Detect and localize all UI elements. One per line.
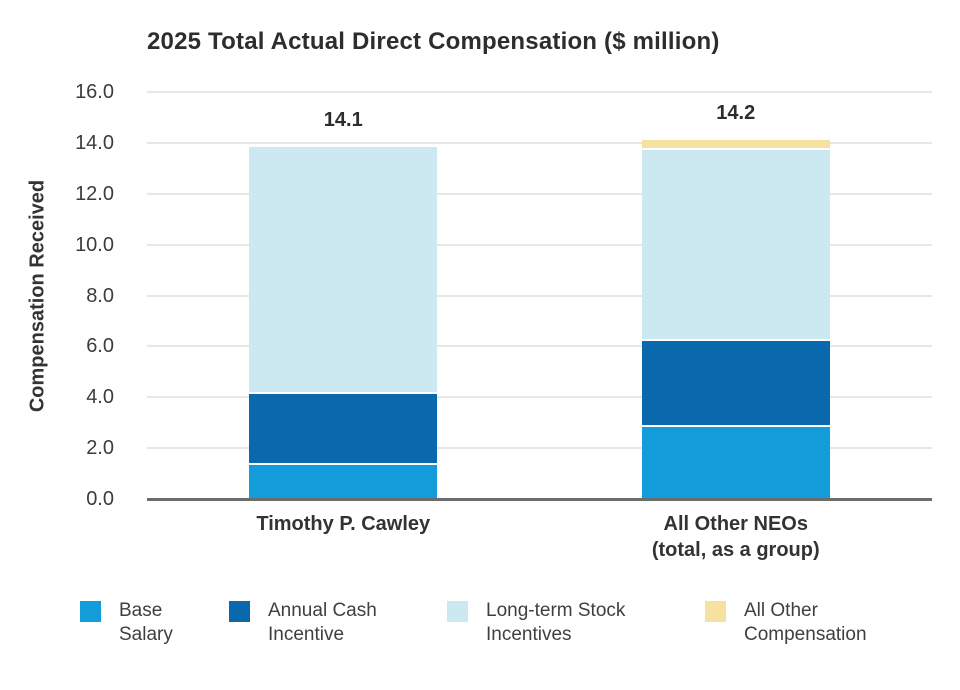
y-tick-label: 6.0 bbox=[86, 335, 114, 358]
x-category-label: All Other NEOs (total, as a group) bbox=[651, 513, 820, 561]
x-axis-line bbox=[147, 497, 932, 501]
bar-segment-all-other-compensation bbox=[641, 137, 830, 148]
x-category-label: Timothy P. Cawley bbox=[256, 513, 431, 535]
y-tick-label: 10.0 bbox=[75, 233, 114, 256]
bar-segment-long-term-stock-incentives bbox=[641, 147, 830, 339]
legend-swatch-long-term-stock-incentives bbox=[447, 601, 468, 622]
gridline bbox=[147, 192, 932, 195]
legend-item-base-salary: Base Salary bbox=[80, 599, 173, 647]
legend-swatch-base-salary bbox=[80, 601, 101, 622]
y-tick-label: 12.0 bbox=[75, 182, 114, 205]
legend-swatch-all-other-compensation bbox=[705, 601, 726, 622]
gridline bbox=[147, 396, 932, 399]
y-tick-label: 8.0 bbox=[86, 284, 114, 307]
y-tick-label: 0.0 bbox=[86, 488, 114, 510]
y-tick-label: 16.0 bbox=[75, 81, 114, 103]
y-tick-label: 14.0 bbox=[75, 131, 114, 154]
gridline bbox=[147, 91, 932, 93]
bar-segment-annual-cash-incentive bbox=[641, 338, 830, 426]
bar-total-label: 14.2 bbox=[716, 101, 756, 124]
stacked-bar-timothy-p-cawley bbox=[249, 92, 438, 499]
legend-swatch-annual-cash-incentive bbox=[229, 601, 250, 622]
stacked-bar-all-other-neos bbox=[641, 92, 830, 499]
bar-segment-long-term-stock-incentives bbox=[249, 145, 438, 393]
gridline bbox=[147, 141, 932, 144]
y-tick-label: 4.0 bbox=[86, 386, 114, 409]
x-axis-category-labels: Timothy P. Cawley All Other NEOs (total, … bbox=[147, 511, 932, 571]
chart-title: 2025 Total Actual Direct Compensation ($… bbox=[147, 28, 720, 55]
legend-label: Long-term Stock Incentives bbox=[486, 600, 626, 645]
legend-item-long-term-stock-incentives: Long-term Stock Incentives bbox=[447, 599, 625, 647]
plot-area: 14.1 14.2 bbox=[147, 91, 932, 501]
bar-segment-base-salary bbox=[641, 425, 830, 499]
bar-segment-annual-cash-incentive bbox=[249, 392, 438, 464]
chart-legend: Base Salary Annual Cash Incentive Long-ter… bbox=[0, 599, 960, 663]
legend-label: Annual Cash Incentive bbox=[268, 600, 377, 645]
gridline bbox=[147, 345, 932, 348]
legend-label: All Other Compensation bbox=[744, 600, 867, 645]
y-axis-tick-labels: 0.0 2.0 4.0 6.0 8.0 10.0 12.0 14.0 16.0 bbox=[0, 82, 114, 509]
gridline bbox=[147, 447, 932, 450]
y-tick-label: 2.0 bbox=[86, 437, 114, 460]
gridline bbox=[147, 294, 932, 297]
bar-segment-base-salary bbox=[249, 463, 438, 499]
gridline bbox=[147, 243, 932, 246]
legend-item-all-other-compensation: All Other Compensation bbox=[705, 599, 867, 647]
bar-total-label: 14.1 bbox=[323, 109, 363, 132]
legend-item-annual-cash-incentive: Annual Cash Incentive bbox=[229, 599, 377, 647]
legend-label: Base Salary bbox=[119, 600, 173, 645]
